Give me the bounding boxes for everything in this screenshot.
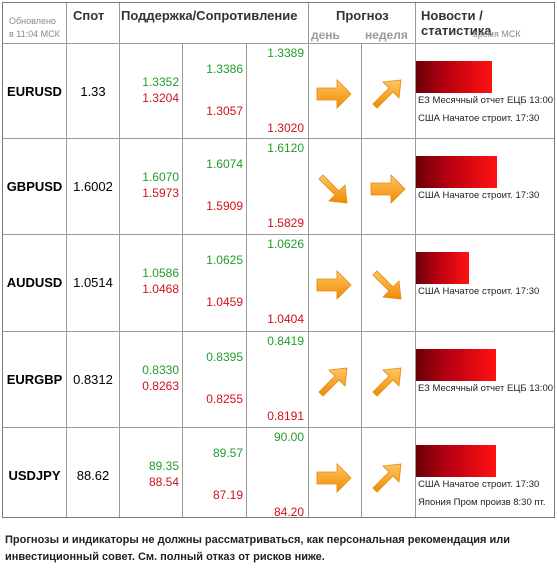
spot-header: Спот xyxy=(73,8,105,23)
spot-value: 1.33 xyxy=(80,84,106,99)
resistance-level-2: 1.5909 xyxy=(206,199,243,213)
support-level-3: 90.00 xyxy=(273,430,304,444)
pair-name: GBPUSD xyxy=(6,179,63,194)
arrow-right-icon xyxy=(313,458,353,498)
spot-value: 0.8312 xyxy=(73,372,113,387)
support-level-2: 1.6074 xyxy=(206,157,243,171)
support-level-2: 0.8395 xyxy=(206,350,243,364)
arrow-right-icon xyxy=(313,74,353,114)
news-time-label: время МСК xyxy=(473,29,521,39)
resistance-level-3: 1.5829 xyxy=(267,216,304,230)
resistance-level-1: 88.54 xyxy=(148,475,179,489)
support-resistance-header: Поддержка/Сопротивление xyxy=(121,8,298,23)
resistance-level-2: 87.19 xyxy=(212,488,243,502)
resistance-level-3: 0.8191 xyxy=(267,409,304,423)
arrow-down-right-icon xyxy=(313,169,353,209)
support-level-1: 0.8330 xyxy=(142,363,179,377)
news-header: Новости / статистика xyxy=(421,8,492,38)
support-level-2: 1.0625 xyxy=(206,253,243,267)
news-item[interactable]: ЕЗ Месячный отчет ЕЦБ 13:00 xyxy=(418,383,554,394)
resistance-level-3: 1.0404 xyxy=(267,312,304,326)
forecast-header: Прогноз xyxy=(336,8,389,23)
arrow-up-right-icon xyxy=(367,362,407,402)
resistance-level-2: 1.0459 xyxy=(206,295,243,309)
pair-name: EURUSD xyxy=(7,84,62,99)
spot-value: 1.0514 xyxy=(73,275,113,290)
arrow-up-right-icon xyxy=(313,362,353,402)
news-item[interactable]: США Начатое строит. 17:30 xyxy=(418,113,540,124)
pair-name: AUDUSD xyxy=(6,275,63,290)
arrow-right-icon xyxy=(313,265,353,305)
support-level-1: 1.0586 xyxy=(142,266,179,280)
support-level-2: 89.57 xyxy=(212,446,243,460)
news-importance-bar xyxy=(416,156,497,188)
resistance-level-3: 84.20 xyxy=(273,505,304,519)
arrow-right-icon xyxy=(367,169,407,209)
support-level-1: 1.3352 xyxy=(142,75,179,89)
disclaimer-text: Прогнозы и индикаторы не должны рассматр… xyxy=(5,534,511,563)
pair-name: EURGBP xyxy=(6,372,63,387)
spot-value: 88.62 xyxy=(76,468,110,483)
resistance-level-1: 1.0468 xyxy=(142,282,179,296)
forecast-day-label: день xyxy=(311,28,340,42)
support-level-1: 89.35 xyxy=(148,459,179,473)
resistance-level-1: 1.5973 xyxy=(142,186,179,200)
resistance-level-2: 0.8255 xyxy=(206,392,243,406)
news-item[interactable]: ЕЗ Месячный отчет ЕЦБ 13:00 xyxy=(418,95,554,106)
news-importance-bar xyxy=(416,61,492,93)
news-item[interactable]: США Начатое строит. 17:30 xyxy=(418,479,540,490)
forecast-week-label: неделя xyxy=(365,28,408,42)
arrow-up-right-icon xyxy=(367,74,407,114)
support-level-3: 1.0626 xyxy=(267,237,304,251)
updated-label: Обновлено xyxy=(9,16,56,26)
pair-name: USDJPY xyxy=(8,468,61,483)
support-level-3: 1.6120 xyxy=(267,141,304,155)
news-item[interactable]: Япония Пром произв 8:30 пт. xyxy=(418,497,546,508)
resistance-level-1: 1.3204 xyxy=(142,91,179,105)
support-level-1: 1.6070 xyxy=(142,170,179,184)
forecast-table: Обновлено в 11:04 МСК Спот Поддержка/Соп… xyxy=(2,2,555,519)
resistance-level-1: 0.8263 xyxy=(142,379,179,393)
updated-time: в 11:04 МСК xyxy=(9,29,60,39)
news-importance-bar xyxy=(416,349,496,381)
resistance-level-2: 1.3057 xyxy=(206,104,243,118)
news-item[interactable]: США Начатое строит. 17:30 xyxy=(418,190,540,201)
support-level-3: 0.8419 xyxy=(267,334,304,348)
resistance-level-3: 1.3020 xyxy=(267,121,304,135)
arrow-up-right-icon xyxy=(367,458,407,498)
news-importance-bar xyxy=(416,252,469,284)
arrow-down-right-icon xyxy=(367,265,407,305)
news-importance-bar xyxy=(416,445,496,477)
news-item[interactable]: США Начатое строит. 17:30 xyxy=(418,286,540,297)
support-level-3: 1.3389 xyxy=(267,46,304,60)
spot-value: 1.6002 xyxy=(73,179,113,194)
support-level-2: 1.3386 xyxy=(206,62,243,76)
